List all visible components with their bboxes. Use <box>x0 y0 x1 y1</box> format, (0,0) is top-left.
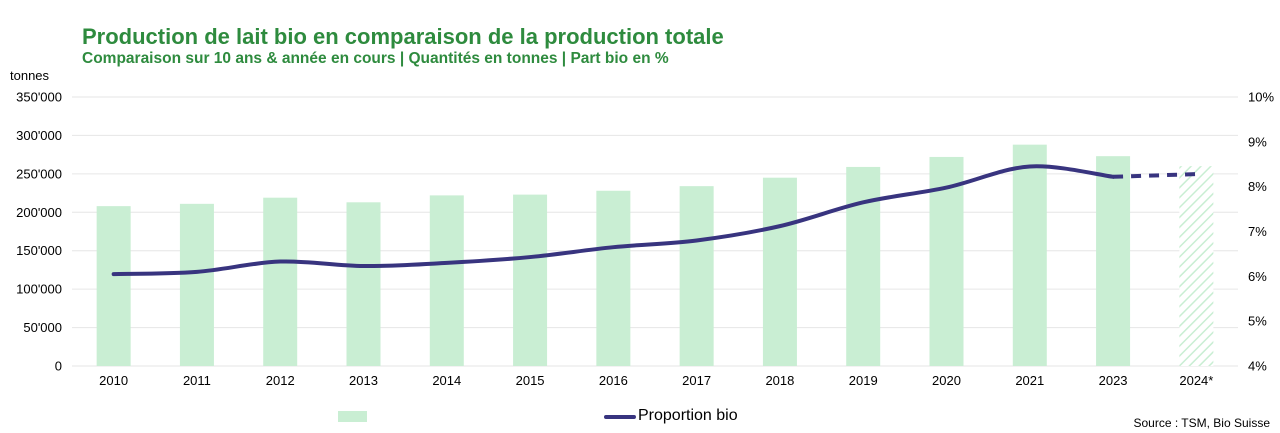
bar-series <box>96 144 1214 366</box>
y-left-tick-label: 100'000 <box>16 282 62 297</box>
y-right-tick-label: 7% <box>1248 224 1267 239</box>
x-tick-label: 2020 <box>932 373 961 388</box>
x-tick-label: 2016 <box>599 373 628 388</box>
bar <box>513 194 548 366</box>
bar <box>179 203 214 366</box>
source-note: Source : TSM, Bio Suisse <box>1133 416 1271 430</box>
x-tick-label: 2014 <box>432 373 461 388</box>
y-left-tick-label: 300'000 <box>16 128 62 143</box>
legend-line-swatch <box>604 415 636 419</box>
bar <box>429 195 464 366</box>
bar <box>762 177 797 366</box>
y-axis-left-label: tonnes <box>10 68 50 83</box>
x-tick-label: 2023 <box>1099 373 1128 388</box>
chart-title: Production de lait bio en comparaison de… <box>82 24 724 49</box>
y-axis-left-ticks: 0 50'000 100'000 150'000 200'000 250'000 300'0… <box>16 90 62 374</box>
y-left-tick-label: 250'000 <box>16 166 62 181</box>
bar <box>346 202 381 366</box>
y-right-tick-label: 6% <box>1248 269 1267 284</box>
bar-projected <box>1179 166 1214 366</box>
y-left-tick-label: 50'000 <box>23 320 62 335</box>
y-right-tick-label: 9% <box>1248 134 1267 149</box>
bar <box>679 186 714 366</box>
bar <box>1012 144 1047 366</box>
x-tick-label: 2021 <box>1015 373 1044 388</box>
legend-bar-swatch <box>338 411 367 422</box>
x-tick-label: 2012 <box>266 373 295 388</box>
y-right-tick-label: 8% <box>1248 179 1267 194</box>
x-tick-label: 2018 <box>765 373 794 388</box>
y-left-tick-label: 150'000 <box>16 243 62 258</box>
proportion-line-projected <box>1113 172 1197 179</box>
x-tick-label: 2013 <box>349 373 378 388</box>
chart-subtitle: Comparaison sur 10 ans & année en cours … <box>82 50 669 67</box>
y-right-tick-label: 5% <box>1248 314 1267 329</box>
y-right-tick-label: 4% <box>1248 359 1267 374</box>
x-tick-label: 2015 <box>516 373 545 388</box>
bar <box>596 190 631 366</box>
grid-lines <box>72 96 1238 367</box>
y-axis-right-ticks: 4% 5% 6% 7% 8% 9% 10% <box>1248 90 1274 374</box>
y-right-tick-label: 10% <box>1248 90 1274 105</box>
line-series <box>111 164 1197 277</box>
x-axis-ticks: 2010 2011 2012 2013 2014 2015 2016 2017 2018 2019… <box>99 373 1213 388</box>
legend-label-proportion: Proportion bio <box>638 407 738 424</box>
y-left-tick-label: 0 <box>55 359 62 374</box>
bar <box>96 206 131 366</box>
y-left-tick-label: 350'000 <box>16 90 62 105</box>
x-tick-label: 2010 <box>99 373 128 388</box>
bar <box>263 197 298 366</box>
x-tick-label: 2017 <box>682 373 711 388</box>
bar <box>846 166 881 366</box>
x-tick-label: 2011 <box>183 373 211 388</box>
proportion-line <box>111 164 1116 277</box>
x-tick-label: 2019 <box>849 373 878 388</box>
bar <box>1096 156 1131 366</box>
x-tick-label: 2024* <box>1179 373 1213 388</box>
y-left-tick-label: 200'000 <box>16 205 62 220</box>
